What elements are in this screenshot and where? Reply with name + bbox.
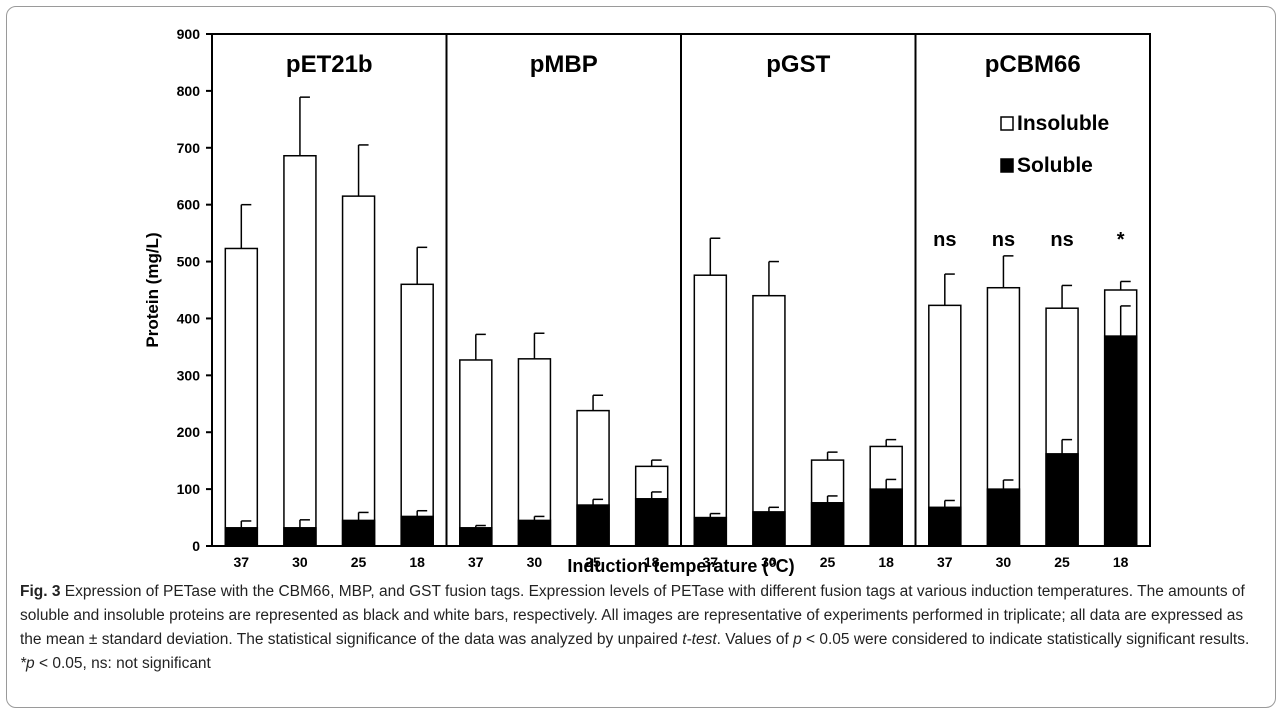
x-tick-label: 37 bbox=[468, 554, 484, 570]
bar-soluble bbox=[1103, 335, 1138, 547]
bar-soluble bbox=[459, 527, 493, 547]
y-tick-label: 800 bbox=[177, 83, 201, 99]
x-tick-label: 18 bbox=[1113, 554, 1129, 570]
bar-soluble bbox=[400, 515, 434, 547]
x-tick-label: 18 bbox=[409, 554, 425, 570]
x-tick-label: 25 bbox=[820, 554, 836, 570]
bar-soluble bbox=[634, 498, 669, 547]
y-tick-label: 700 bbox=[177, 140, 201, 156]
bar-soluble bbox=[810, 502, 845, 547]
y-tick-label: 600 bbox=[177, 197, 201, 213]
x-tick-label: 25 bbox=[585, 554, 601, 570]
legend-label: Insoluble bbox=[1017, 112, 1109, 135]
group-label: pCBM66 bbox=[985, 51, 1081, 78]
legend-label: Soluble bbox=[1017, 154, 1093, 177]
caption-text-4: < 0.05, ns: not significant bbox=[34, 655, 211, 672]
caption-p: p bbox=[793, 631, 802, 648]
caption-p-star: *p bbox=[20, 655, 35, 672]
bar-soluble bbox=[224, 527, 259, 547]
y-tick-label: 0 bbox=[192, 538, 200, 554]
bar-soluble bbox=[869, 488, 903, 547]
figure-frame bbox=[6, 6, 1276, 708]
x-tick-label: 37 bbox=[703, 554, 719, 570]
bar-insoluble bbox=[341, 195, 376, 547]
group-label: pGST bbox=[766, 51, 830, 78]
bar-soluble bbox=[283, 527, 317, 547]
bar-chart: 0 100 200 300 400 500 600 700 800 900 Protein (mg/… bbox=[143, 26, 1151, 576]
x-tick-label: 37 bbox=[234, 554, 250, 570]
bar-soluble bbox=[928, 506, 962, 547]
x-tick-label: 37 bbox=[937, 554, 953, 570]
x-tick-label: 25 bbox=[351, 554, 367, 570]
group-label: pMBP bbox=[530, 51, 598, 78]
x-tick-label: 30 bbox=[996, 554, 1012, 570]
bar-insoluble bbox=[224, 247, 259, 547]
y-tick-label: 400 bbox=[177, 310, 201, 326]
bar-insoluble bbox=[693, 274, 728, 547]
figure-caption: Fig. 3 Expression of PETase with the CBM… bbox=[20, 580, 1265, 676]
bar-insoluble bbox=[400, 283, 434, 547]
caption-text-3: < 0.05 were considered to indicate stati… bbox=[801, 631, 1250, 648]
x-tick-label: 30 bbox=[527, 554, 543, 570]
y-axis-label: Protein (mg/L) bbox=[143, 232, 162, 347]
bar-soluble bbox=[1045, 453, 1079, 547]
bar-soluble bbox=[341, 519, 376, 547]
significance-annotation: ns bbox=[992, 229, 1015, 251]
x-axis-label: Induction temperature (°C) bbox=[567, 556, 794, 576]
significance-annotation: * bbox=[1117, 229, 1125, 251]
y-tick-label: 500 bbox=[177, 254, 201, 270]
caption-label: Fig. 3 bbox=[20, 583, 61, 600]
significance-annotation: ns bbox=[1050, 229, 1073, 251]
y-tick-label: 100 bbox=[177, 481, 201, 497]
y-tick-label: 900 bbox=[177, 26, 201, 42]
bar-soluble bbox=[517, 519, 552, 547]
y-tick-label: 300 bbox=[177, 367, 201, 383]
x-tick-label: 25 bbox=[1054, 554, 1070, 570]
caption-text-1: Expression of PETase with the CBM66, MBP… bbox=[20, 583, 1245, 648]
legend-swatch bbox=[1000, 116, 1014, 131]
x-tick-label: 18 bbox=[878, 554, 894, 570]
y-tick-label: 200 bbox=[177, 424, 201, 440]
bar-soluble bbox=[986, 488, 1021, 547]
bar-soluble bbox=[693, 516, 728, 547]
x-tick-label: 18 bbox=[644, 554, 660, 570]
significance-annotation: ns bbox=[933, 229, 956, 251]
group-label: pET21b bbox=[286, 51, 373, 78]
x-tick-label: 30 bbox=[292, 554, 308, 570]
x-tick-label: 30 bbox=[761, 554, 777, 570]
bar-soluble bbox=[752, 511, 786, 547]
caption-text-2: . Values of bbox=[716, 631, 794, 648]
bar-soluble bbox=[576, 504, 610, 547]
bar-insoluble bbox=[459, 359, 493, 547]
bar-insoluble bbox=[283, 154, 317, 547]
legend-swatch bbox=[1000, 158, 1014, 173]
caption-ttest: t-test bbox=[682, 631, 717, 648]
